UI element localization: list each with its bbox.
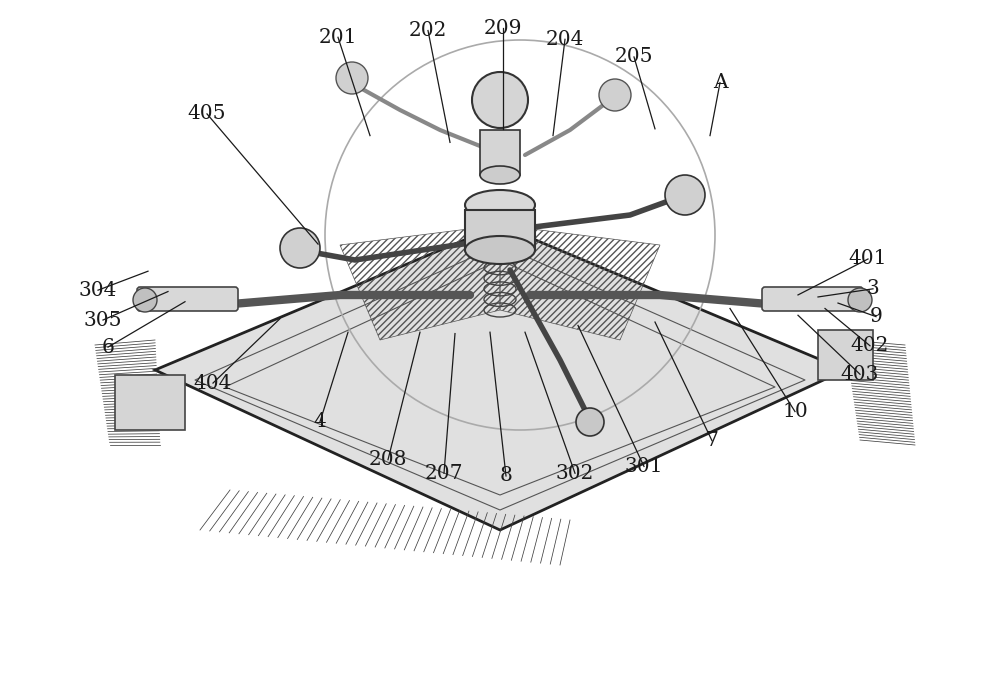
Circle shape xyxy=(848,288,872,312)
Text: 8: 8 xyxy=(500,466,512,485)
Text: 201: 201 xyxy=(319,28,357,47)
Polygon shape xyxy=(155,225,845,530)
Text: 401: 401 xyxy=(849,250,887,268)
Ellipse shape xyxy=(480,166,520,184)
Text: 202: 202 xyxy=(409,21,447,40)
Circle shape xyxy=(472,72,528,128)
Text: 402: 402 xyxy=(851,336,889,355)
Bar xyxy=(115,375,185,430)
Text: 9: 9 xyxy=(870,307,882,326)
Circle shape xyxy=(576,408,604,436)
Circle shape xyxy=(599,79,631,111)
Text: 10: 10 xyxy=(782,402,808,421)
Circle shape xyxy=(336,62,368,94)
Circle shape xyxy=(665,175,705,215)
Text: 209: 209 xyxy=(484,19,522,38)
Text: 403: 403 xyxy=(841,365,879,384)
Text: 404: 404 xyxy=(194,374,232,393)
Text: 302: 302 xyxy=(556,464,594,483)
Circle shape xyxy=(280,228,320,268)
Text: 205: 205 xyxy=(615,47,653,66)
FancyBboxPatch shape xyxy=(137,287,238,311)
Text: 405: 405 xyxy=(188,104,226,123)
Text: 301: 301 xyxy=(625,457,663,476)
Text: 207: 207 xyxy=(425,464,463,483)
Text: 3: 3 xyxy=(867,279,879,298)
Text: 204: 204 xyxy=(546,30,584,49)
FancyBboxPatch shape xyxy=(762,287,863,311)
Text: 4: 4 xyxy=(314,412,326,431)
Bar xyxy=(465,210,535,250)
Text: 305: 305 xyxy=(84,311,122,330)
Text: 208: 208 xyxy=(369,450,407,469)
Ellipse shape xyxy=(465,236,535,264)
Bar xyxy=(818,330,873,380)
Text: A: A xyxy=(713,73,727,92)
Text: 6: 6 xyxy=(102,338,114,357)
Text: 304: 304 xyxy=(79,281,117,300)
Text: 7: 7 xyxy=(706,431,718,450)
Ellipse shape xyxy=(465,190,535,220)
Bar xyxy=(480,130,520,175)
Circle shape xyxy=(133,288,157,312)
